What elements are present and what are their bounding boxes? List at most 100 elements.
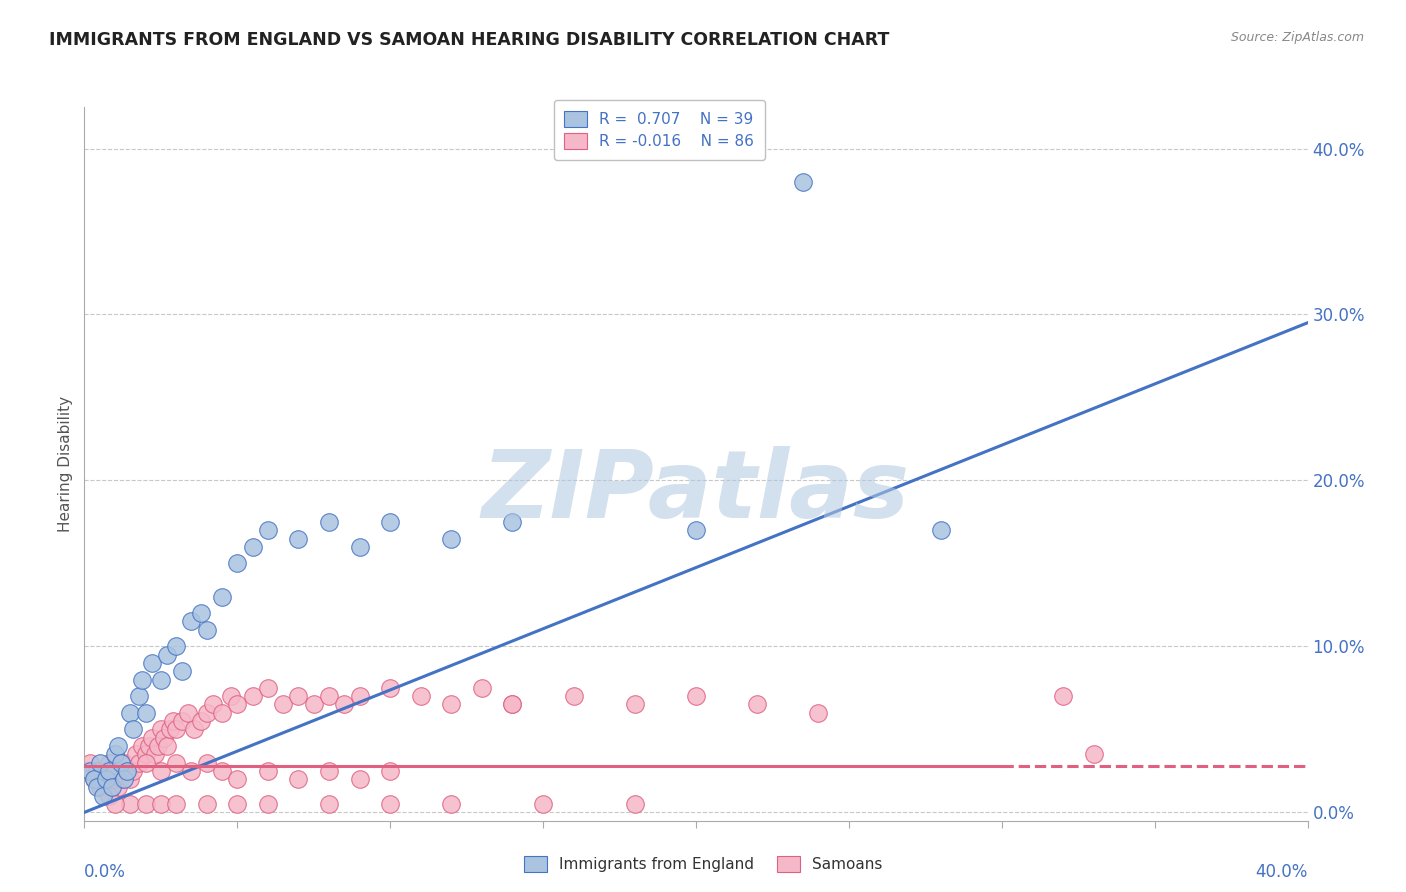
Point bbox=[440, 797, 463, 811]
Point bbox=[107, 739, 129, 753]
Point bbox=[195, 623, 218, 637]
Point bbox=[349, 772, 371, 786]
Legend: R =  0.707    N = 39, R = -0.016    N = 86: R = 0.707 N = 39, R = -0.016 N = 86 bbox=[554, 101, 765, 160]
Point bbox=[135, 706, 157, 720]
Point bbox=[211, 706, 233, 720]
Point bbox=[97, 789, 120, 803]
Point bbox=[115, 764, 138, 778]
Point bbox=[135, 797, 157, 811]
Point bbox=[318, 797, 340, 811]
Point bbox=[149, 723, 172, 737]
Text: IMMIGRANTS FROM ENGLAND VS SAMOAN HEARING DISABILITY CORRELATION CHART: IMMIGRANTS FROM ENGLAND VS SAMOAN HEARIN… bbox=[49, 31, 890, 49]
Point bbox=[180, 615, 202, 629]
Point bbox=[201, 698, 224, 712]
Point bbox=[94, 772, 117, 786]
Point bbox=[79, 756, 101, 770]
Point bbox=[125, 747, 148, 762]
Point bbox=[226, 772, 249, 786]
Point bbox=[86, 780, 108, 795]
Point bbox=[83, 772, 105, 786]
Point bbox=[257, 523, 280, 537]
Point bbox=[128, 756, 150, 770]
Point bbox=[380, 515, 402, 529]
Point bbox=[104, 747, 127, 762]
Point bbox=[165, 640, 187, 654]
Point bbox=[287, 689, 309, 703]
Point bbox=[380, 681, 402, 695]
Point bbox=[172, 714, 194, 728]
Point bbox=[792, 175, 814, 189]
Point bbox=[112, 756, 135, 770]
Point bbox=[165, 756, 187, 770]
Point bbox=[242, 689, 264, 703]
Point bbox=[502, 515, 524, 529]
Text: 0.0%: 0.0% bbox=[84, 863, 127, 881]
Point bbox=[562, 689, 585, 703]
Point bbox=[162, 714, 184, 728]
Point bbox=[318, 764, 340, 778]
Point bbox=[156, 739, 179, 753]
Point bbox=[190, 714, 212, 728]
Point bbox=[409, 689, 432, 703]
Point bbox=[349, 689, 371, 703]
Point bbox=[149, 797, 172, 811]
Point bbox=[624, 698, 647, 712]
Point bbox=[172, 665, 194, 679]
Point bbox=[195, 797, 218, 811]
Point bbox=[318, 689, 340, 703]
Legend: Immigrants from England, Samoans: Immigrants from England, Samoans bbox=[516, 848, 890, 880]
Point bbox=[685, 689, 707, 703]
Point bbox=[380, 797, 402, 811]
Text: Source: ZipAtlas.com: Source: ZipAtlas.com bbox=[1230, 31, 1364, 45]
Point bbox=[146, 739, 169, 753]
Point bbox=[349, 540, 371, 554]
Point bbox=[156, 648, 179, 662]
Point bbox=[195, 706, 218, 720]
Point bbox=[271, 698, 294, 712]
Point bbox=[242, 540, 264, 554]
Point bbox=[471, 681, 494, 695]
Point bbox=[135, 756, 157, 770]
Point bbox=[287, 772, 309, 786]
Point bbox=[89, 780, 111, 795]
Point bbox=[128, 689, 150, 703]
Point bbox=[97, 764, 120, 778]
Point bbox=[257, 681, 280, 695]
Point bbox=[180, 764, 202, 778]
Point bbox=[101, 780, 124, 795]
Point bbox=[440, 532, 463, 546]
Point bbox=[211, 590, 233, 604]
Point bbox=[110, 772, 132, 786]
Point bbox=[380, 764, 402, 778]
Point bbox=[120, 797, 142, 811]
Point bbox=[115, 764, 138, 778]
Point bbox=[333, 698, 356, 712]
Point bbox=[502, 698, 524, 712]
Point bbox=[131, 673, 153, 687]
Point bbox=[226, 797, 249, 811]
Point bbox=[440, 698, 463, 712]
Point bbox=[112, 772, 135, 786]
Text: 40.0%: 40.0% bbox=[1256, 863, 1308, 881]
Point bbox=[104, 797, 127, 811]
Point bbox=[122, 723, 145, 737]
Point bbox=[86, 764, 108, 778]
Point bbox=[502, 698, 524, 712]
Point bbox=[149, 673, 172, 687]
Point bbox=[177, 706, 200, 720]
Point bbox=[302, 698, 325, 712]
Point bbox=[531, 797, 554, 811]
Point bbox=[138, 739, 160, 753]
Point bbox=[91, 772, 114, 786]
Point bbox=[141, 731, 163, 745]
Point bbox=[226, 557, 249, 571]
Point bbox=[190, 606, 212, 620]
Point bbox=[122, 764, 145, 778]
Point bbox=[211, 764, 233, 778]
Point bbox=[97, 756, 120, 770]
Point bbox=[624, 797, 647, 811]
Point bbox=[120, 706, 142, 720]
Point bbox=[91, 789, 114, 803]
Point bbox=[165, 797, 187, 811]
Point bbox=[89, 780, 111, 795]
